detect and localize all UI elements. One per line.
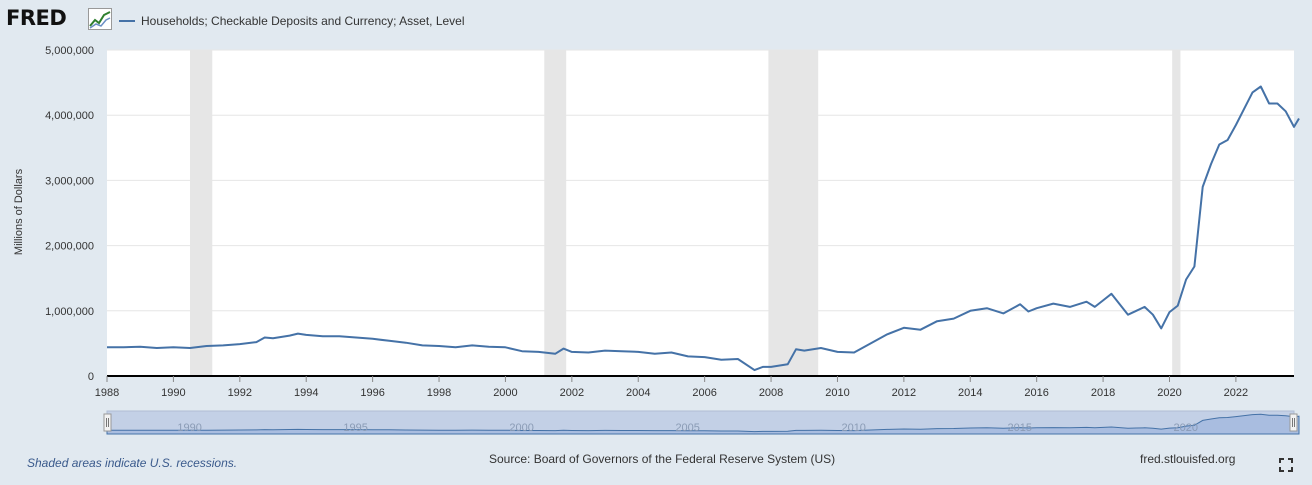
chart-legend: Households; Checkable Deposits and Curre… bbox=[119, 12, 465, 30]
y-tick-label-3: 3,000,000 bbox=[45, 175, 94, 187]
navigator-label-5: 2015 bbox=[1007, 422, 1031, 434]
chart-header: FRED Households; Checkable Deposits and … bbox=[0, 0, 1312, 42]
x-tick-label-14: 2016 bbox=[1024, 387, 1048, 399]
y-tick-label-2: 2,000,000 bbox=[45, 241, 94, 253]
y-tick-label-4: 4,000,000 bbox=[45, 110, 94, 122]
x-tick-label-3: 1994 bbox=[294, 387, 318, 399]
navigator-handle-left[interactable] bbox=[103, 413, 112, 432]
range-navigator[interactable]: 1990 1995 2000 2005 2010 2015 2020 bbox=[103, 410, 1300, 435]
plot-background bbox=[107, 50, 1294, 376]
navigator-handle-right[interactable] bbox=[1289, 413, 1298, 432]
recession-band-0 bbox=[190, 50, 213, 376]
x-tick-label-10: 2008 bbox=[759, 387, 783, 399]
source-text: Source: Board of Governors of the Federa… bbox=[489, 452, 836, 466]
line-chart: 0 1,000,000 2,000,000 3,000,000 4,000,000 5,0… bbox=[13, 45, 1300, 435]
x-tick-label-7: 2002 bbox=[560, 387, 584, 399]
recession-band-1 bbox=[544, 50, 567, 376]
x-tick-label-9: 2006 bbox=[692, 387, 716, 399]
fullscreen-icon[interactable] bbox=[1279, 458, 1293, 472]
navigator-label-3: 2005 bbox=[675, 422, 699, 434]
x-tick-label-5: 1998 bbox=[427, 387, 451, 399]
y-tick-label-0: 0 bbox=[88, 371, 94, 383]
x-tick-label-11: 2010 bbox=[825, 387, 849, 399]
recession-note: Shaded areas indicate U.S. recessions. bbox=[27, 456, 238, 470]
navigator-label-0: 1990 bbox=[177, 422, 201, 434]
series-line-0 bbox=[107, 85, 1300, 372]
recession-band-2 bbox=[768, 50, 819, 376]
y-axis: 0 1,000,000 2,000,000 3,000,000 4,000,000 5,0… bbox=[45, 45, 94, 383]
site-url[interactable]: fred.stlouisfed.org bbox=[1140, 452, 1236, 466]
recession-band-3 bbox=[1172, 50, 1181, 376]
chart-footer: Shaded areas indicate U.S. recessions. S… bbox=[0, 448, 1312, 485]
legend-label: Households; Checkable Deposits and Curre… bbox=[141, 14, 465, 28]
y-tick-label-1: 1,000,000 bbox=[45, 306, 94, 318]
legend-swatch bbox=[119, 20, 135, 22]
y-tick-label-5: 5,000,000 bbox=[45, 45, 94, 57]
x-tick-label-12: 2012 bbox=[892, 387, 916, 399]
x-tick-label-1: 1990 bbox=[161, 387, 185, 399]
x-tick-label-17: 2022 bbox=[1224, 387, 1248, 399]
x-tick-label-6: 2000 bbox=[493, 387, 517, 399]
navigator-label-2: 2000 bbox=[509, 422, 533, 434]
navigator-label-6: 2020 bbox=[1173, 422, 1197, 434]
grid-lines bbox=[107, 49, 1294, 312]
fred-chart-icon bbox=[88, 8, 112, 30]
x-tick-label-0: 1988 bbox=[95, 387, 119, 399]
navigator-series bbox=[106, 413, 1300, 435]
x-axis: 1988 1990 1992 1994 1996 1998 2000 2002 2004 2006… bbox=[95, 375, 1294, 399]
x-tick-label-16: 2020 bbox=[1157, 387, 1181, 399]
y-axis-label: Millions of Dollars bbox=[13, 168, 25, 255]
x-tick-label-13: 2014 bbox=[958, 387, 982, 399]
x-tick-label-8: 2004 bbox=[626, 387, 650, 399]
navigator-label-4: 2010 bbox=[841, 422, 865, 434]
x-tick-label-4: 1996 bbox=[360, 387, 384, 399]
navigator-label-1: 1995 bbox=[343, 422, 367, 434]
plot-area bbox=[107, 50, 1294, 376]
x-tick-label-2: 1992 bbox=[228, 387, 252, 399]
series-layer bbox=[107, 85, 1300, 372]
recession-bands bbox=[190, 50, 1181, 376]
fred-logo[interactable]: FRED bbox=[6, 6, 67, 30]
x-tick-label-15: 2018 bbox=[1091, 387, 1115, 399]
